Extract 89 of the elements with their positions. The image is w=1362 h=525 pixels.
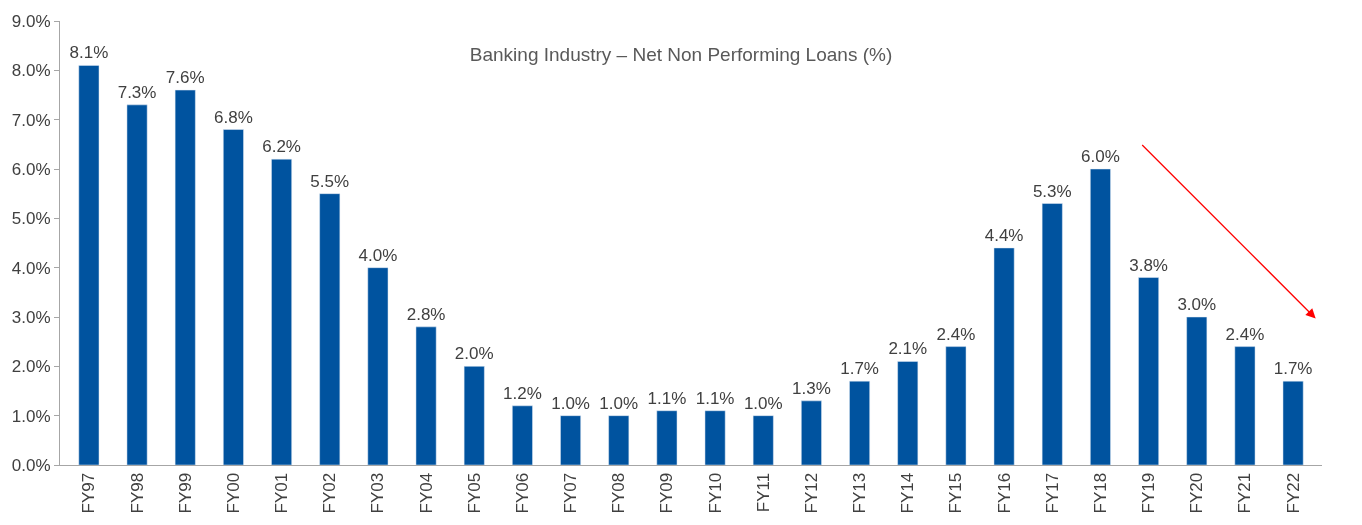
y-tick-label: 0.0% xyxy=(11,455,51,475)
data-label: 2.4% xyxy=(1225,324,1265,344)
data-label: 6.0% xyxy=(1081,147,1120,166)
data-label: 2.0% xyxy=(454,344,494,364)
bar xyxy=(367,267,389,465)
x-tick-label: FY14 xyxy=(898,472,918,514)
y-tick-label: 2.0% xyxy=(11,357,51,377)
x-tick-label: FY21 xyxy=(1235,472,1255,514)
bar xyxy=(1041,203,1063,465)
bar xyxy=(1282,380,1304,465)
x-tick-label: FY06 xyxy=(512,472,532,514)
bar xyxy=(271,158,292,465)
bar xyxy=(1186,316,1208,465)
data-label: 1.7% xyxy=(1273,359,1313,379)
data-label: 1.0% xyxy=(743,393,783,413)
bar xyxy=(223,129,244,465)
bar xyxy=(752,415,774,465)
data-label: 1.3% xyxy=(792,378,831,398)
data-label: 2.4% xyxy=(936,324,976,344)
bar xyxy=(945,346,967,465)
x-tick-label: FY01 xyxy=(272,472,292,514)
x-tick-label: FY10 xyxy=(705,472,725,514)
y-tick-label: 6.0% xyxy=(11,159,51,179)
x-tick-label: FY99 xyxy=(175,472,195,514)
x-tick-label: FY97 xyxy=(79,472,99,514)
bar xyxy=(656,410,678,465)
bar xyxy=(319,193,341,465)
data-label: 1.1% xyxy=(647,388,687,408)
x-tick-label: FY20 xyxy=(1187,472,1207,514)
x-tick-label: FY17 xyxy=(1042,472,1062,514)
bar xyxy=(1090,168,1111,465)
bar xyxy=(801,400,822,465)
y-tick-label: 1.0% xyxy=(11,406,51,426)
data-label: 7.6% xyxy=(165,68,205,88)
bar xyxy=(512,405,533,465)
bar xyxy=(993,247,1015,465)
data-label: 1.2% xyxy=(503,383,542,403)
x-tick-label: FY05 xyxy=(464,472,484,514)
data-label: 5.3% xyxy=(1032,181,1072,201)
y-tick-label: 7.0% xyxy=(11,110,51,130)
bar xyxy=(174,89,196,465)
data-label: 6.2% xyxy=(262,137,301,157)
bar xyxy=(1234,346,1256,465)
y-tick-label: 3.0% xyxy=(11,307,51,327)
data-label: 1.0% xyxy=(599,393,639,413)
bar xyxy=(849,380,870,465)
data-label: 2.1% xyxy=(888,339,928,359)
x-tick-label: FY08 xyxy=(609,472,629,514)
x-tick-label: FY15 xyxy=(946,472,966,514)
bar xyxy=(704,410,726,465)
y-tick-label: 5.0% xyxy=(11,209,51,229)
y-tick-label: 8.0% xyxy=(11,61,51,81)
bar xyxy=(463,366,485,465)
x-tick-label: FY18 xyxy=(1090,472,1110,514)
x-tick-label: FY16 xyxy=(994,472,1014,514)
x-tick-label: FY03 xyxy=(368,472,388,514)
x-tick-label: FY11 xyxy=(753,472,773,513)
data-label: 7.3% xyxy=(117,82,157,102)
x-tick-label: FY12 xyxy=(801,472,821,514)
data-label: 8.1% xyxy=(69,43,109,63)
data-label: 2.8% xyxy=(406,304,446,324)
y-tick-label: 4.0% xyxy=(11,258,51,278)
x-tick-label: FY07 xyxy=(561,472,581,514)
data-label: 6.8% xyxy=(214,107,253,127)
data-label: 3.8% xyxy=(1129,255,1168,275)
x-tick-label: FY00 xyxy=(223,472,243,514)
text: Banking Industry – Net Non Performing Loans (%) xyxy=(469,43,893,65)
x-tick-label: FY02 xyxy=(320,472,340,514)
bar xyxy=(560,415,581,465)
x-tick-label: FY13 xyxy=(850,472,870,514)
bar xyxy=(126,104,148,465)
bar xyxy=(415,326,437,465)
bar xyxy=(1138,277,1159,465)
bar xyxy=(78,65,100,465)
data-label: 1.0% xyxy=(551,393,590,413)
x-tick-label: FY22 xyxy=(1283,472,1303,514)
data-label: 5.5% xyxy=(310,171,350,191)
data-label: 1.1% xyxy=(695,388,735,408)
x-tick-label: FY09 xyxy=(657,472,677,514)
data-label: 4.4% xyxy=(984,225,1024,245)
y-tick-label: 9.0% xyxy=(11,11,51,31)
data-label: 1.7% xyxy=(840,359,879,379)
data-label: 3.0% xyxy=(1177,295,1217,314)
x-tick-label: FY19 xyxy=(1139,472,1159,514)
x-tick-label: FY98 xyxy=(127,472,147,514)
x-tick-label: FY04 xyxy=(416,472,436,514)
bar xyxy=(608,415,630,465)
bar xyxy=(897,361,919,465)
data-label: 4.0% xyxy=(358,245,398,265)
